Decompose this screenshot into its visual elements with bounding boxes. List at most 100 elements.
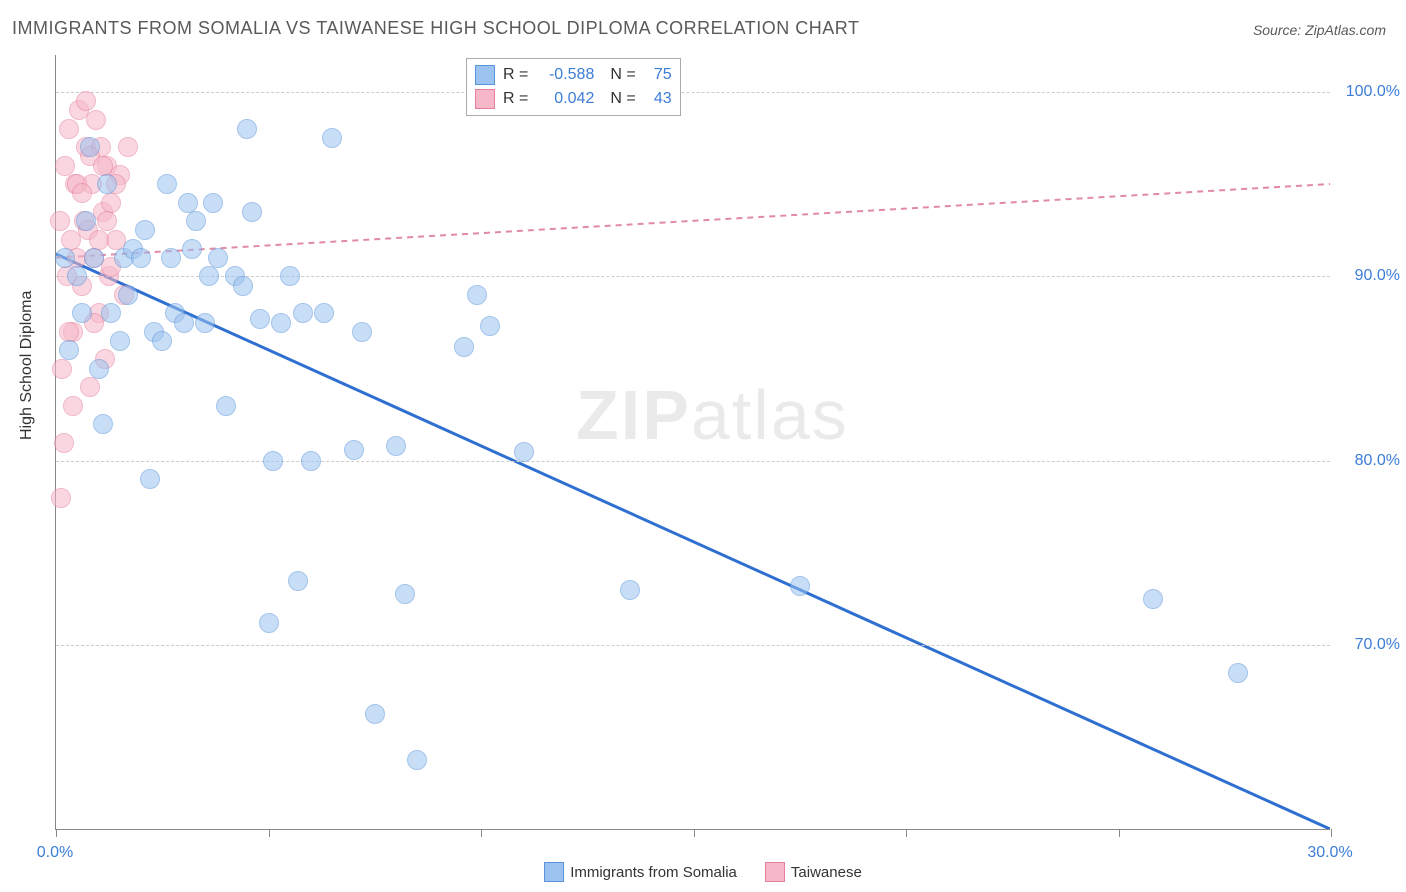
scatter-point xyxy=(237,119,257,139)
scatter-point xyxy=(76,211,96,231)
scatter-point xyxy=(242,202,262,222)
r-prefix: R = xyxy=(503,90,528,108)
scatter-point xyxy=(80,377,100,397)
scatter-point xyxy=(55,156,75,176)
scatter-point xyxy=(178,193,198,213)
swatch-icon xyxy=(475,65,495,85)
scatter-point xyxy=(314,303,334,323)
scatter-point xyxy=(352,322,372,342)
scatter-point xyxy=(322,128,342,148)
scatter-point xyxy=(233,276,253,296)
legend-label: Immigrants from Somalia xyxy=(570,864,737,881)
scatter-point xyxy=(174,313,194,333)
scatter-point xyxy=(301,451,321,471)
chart-container: { "title": "IMMIGRANTS FROM SOMALIA VS T… xyxy=(0,0,1406,892)
n-value: 75 xyxy=(642,66,672,84)
scatter-point xyxy=(72,183,92,203)
scatter-point xyxy=(97,211,117,231)
scatter-point xyxy=(203,193,223,213)
gridline-h xyxy=(56,645,1330,646)
source-attribution: Source: ZipAtlas.com xyxy=(1253,22,1386,38)
scatter-point xyxy=(157,174,177,194)
n-value: 43 xyxy=(642,90,672,108)
scatter-point xyxy=(259,613,279,633)
scatter-point xyxy=(63,396,83,416)
xtick xyxy=(1331,829,1332,837)
scatter-point xyxy=(59,119,79,139)
r-value: 0.042 xyxy=(534,90,594,108)
scatter-point xyxy=(152,331,172,351)
scatter-point xyxy=(161,248,181,268)
scatter-point xyxy=(182,239,202,259)
scatter-point xyxy=(280,266,300,286)
stats-box: R = -0.588 N = 75 R = 0.042 N = 43 xyxy=(466,58,681,116)
scatter-point xyxy=(365,704,385,724)
scatter-point xyxy=(101,303,121,323)
xtick xyxy=(481,829,482,837)
xtick xyxy=(269,829,270,837)
n-prefix: N = xyxy=(610,66,635,84)
xtick xyxy=(906,829,907,837)
scatter-point xyxy=(344,440,364,460)
xtick-label: 30.0% xyxy=(1307,844,1352,862)
scatter-point xyxy=(52,359,72,379)
r-prefix: R = xyxy=(503,66,528,84)
scatter-point xyxy=(93,414,113,434)
scatter-point xyxy=(59,322,79,342)
scatter-point xyxy=(1143,589,1163,609)
scatter-point xyxy=(1228,663,1248,683)
ytick-label: 90.0% xyxy=(1355,267,1400,285)
scatter-point xyxy=(514,442,534,462)
scatter-point xyxy=(135,220,155,240)
scatter-point xyxy=(76,91,96,111)
scatter-point xyxy=(186,211,206,231)
scatter-point xyxy=(118,137,138,157)
trend-lines-svg xyxy=(56,55,1330,829)
legend-label: Taiwanese xyxy=(791,864,862,881)
scatter-point xyxy=(131,248,151,268)
chart-title: IMMIGRANTS FROM SOMALIA VS TAIWANESE HIG… xyxy=(12,18,859,39)
r-value: -0.588 xyxy=(534,66,594,84)
stats-row: R = -0.588 N = 75 xyxy=(475,63,672,87)
plot-area: ZIPatlas 70.0%80.0%90.0%100.0%R =-0.588N… xyxy=(55,55,1330,830)
scatter-point xyxy=(140,469,160,489)
swatch-icon xyxy=(765,862,785,882)
xtick xyxy=(56,829,57,837)
scatter-point xyxy=(199,266,219,286)
scatter-point xyxy=(263,451,283,471)
scatter-point xyxy=(454,337,474,357)
scatter-point xyxy=(195,313,215,333)
scatter-point xyxy=(89,230,109,250)
scatter-point xyxy=(118,285,138,305)
watermark-bold: ZIP xyxy=(576,376,691,454)
scatter-point xyxy=(386,436,406,456)
legend-item: Immigrants from Somalia xyxy=(544,862,737,882)
scatter-point xyxy=(89,359,109,379)
scatter-point xyxy=(80,137,100,157)
scatter-point xyxy=(54,433,74,453)
scatter-point xyxy=(110,331,130,351)
scatter-point xyxy=(84,248,104,268)
scatter-point xyxy=(271,313,291,333)
scatter-point xyxy=(790,576,810,596)
scatter-point xyxy=(395,584,415,604)
trend-line xyxy=(56,254,1330,829)
scatter-point xyxy=(101,193,121,213)
scatter-point xyxy=(59,340,79,360)
scatter-point xyxy=(86,110,106,130)
scatter-point xyxy=(97,174,117,194)
scatter-point xyxy=(293,303,313,323)
ytick-label: 100.0% xyxy=(1346,83,1400,101)
ytick-label: 80.0% xyxy=(1355,452,1400,470)
y-axis-label: High School Diploma xyxy=(18,291,36,440)
xtick xyxy=(1119,829,1120,837)
scatter-point xyxy=(208,248,228,268)
n-prefix: N = xyxy=(610,90,635,108)
legend-bottom: Immigrants from Somalia Taiwanese xyxy=(0,862,1406,882)
watermark-light: atlas xyxy=(691,376,849,454)
scatter-point xyxy=(480,316,500,336)
swatch-icon xyxy=(475,89,495,109)
legend-item: Taiwanese xyxy=(765,862,862,882)
scatter-point xyxy=(250,309,270,329)
scatter-point xyxy=(72,303,92,323)
